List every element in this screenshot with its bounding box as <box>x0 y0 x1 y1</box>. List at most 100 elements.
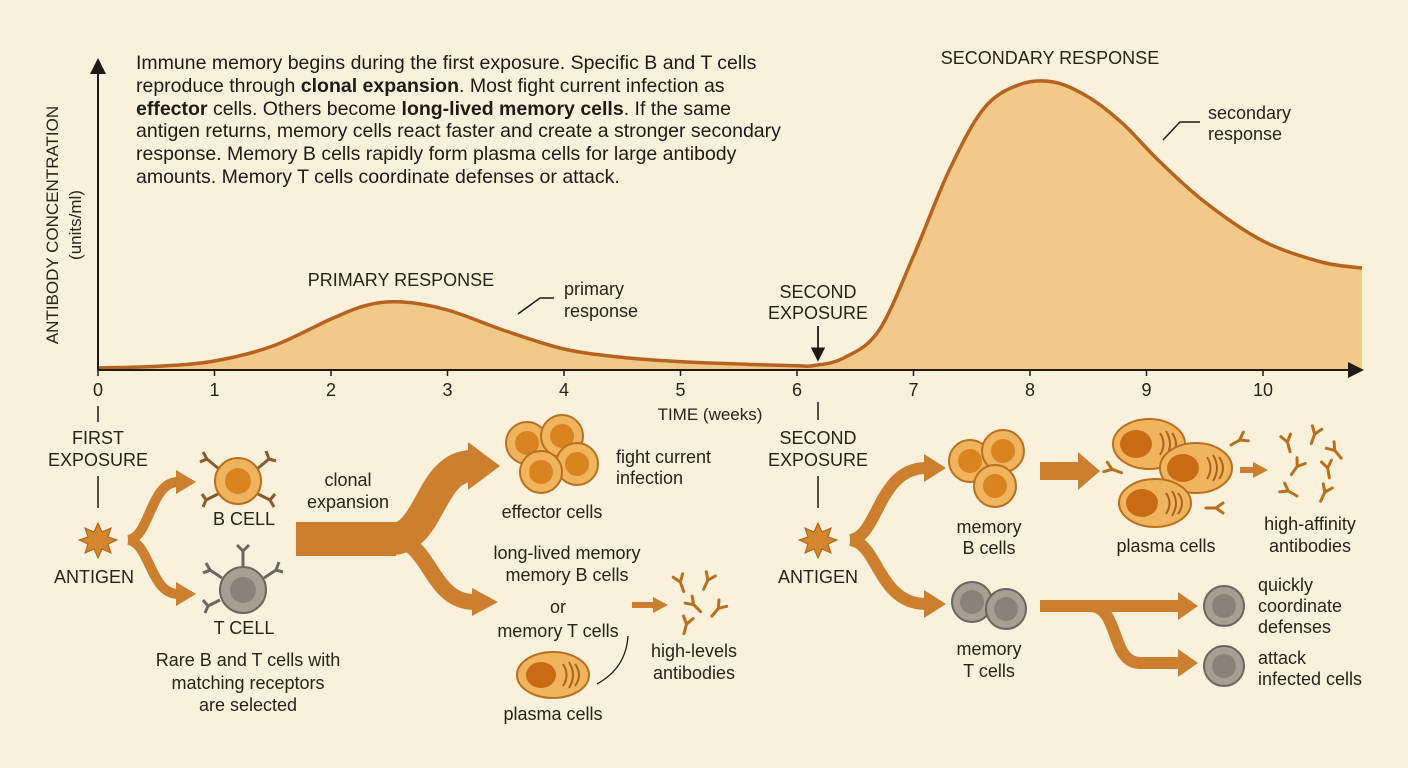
x-axis-label: TIME (weeks) <box>658 405 763 424</box>
plasma-cell-icon <box>516 651 590 699</box>
t-cell-icon <box>201 543 284 614</box>
plasma-connector <box>596 635 629 685</box>
x-tick-label: 10 <box>1253 380 1273 400</box>
t-cell-label: T CELL <box>214 618 275 638</box>
memory-t-label: memory <box>956 639 1021 659</box>
x-tick-label: 7 <box>908 380 918 400</box>
secondary-response-title: SECONDARY RESPONSE <box>941 48 1159 68</box>
x-tick-label: 6 <box>792 380 802 400</box>
x-tick-label: 3 <box>442 380 452 400</box>
first-exposure-label: FIRST <box>72 428 124 448</box>
memory-cells-label: or <box>550 597 566 617</box>
first-exposure-label: EXPOSURE <box>48 450 148 470</box>
memory-b-label: B cells <box>962 538 1015 558</box>
memory-t-label: T cells <box>963 661 1015 681</box>
coordinate-label: quickly <box>1258 575 1313 595</box>
y-axis-label: ANTIBODY CONCENTRATION <box>43 106 62 344</box>
antigen-icon <box>797 521 839 560</box>
high-affinity-label: high-affinity <box>1264 514 1356 534</box>
arrowhead-icon <box>653 597 668 613</box>
memory-cells-label: memory B cells <box>505 565 628 585</box>
clonal-expansion-label: clonal <box>324 470 371 490</box>
primary-callout-line <box>517 297 554 315</box>
antigen-icon <box>77 521 119 560</box>
secondary-callout-line <box>1162 121 1200 141</box>
response-area <box>98 80 1362 371</box>
primary-flow: FIRST EXPOSURE ANTIGEN B CELL T <box>48 406 737 724</box>
arrowhead-icon <box>1178 592 1198 620</box>
antigen-label: ANTIGEN <box>778 567 858 587</box>
arrowhead-icon <box>924 590 946 618</box>
antigen-label: ANTIGEN <box>54 567 134 587</box>
secondary-flow: SECOND EXPOSURE ANTIGEN memory B cells <box>768 402 1362 689</box>
attack-label: attack <box>1258 648 1307 668</box>
primary-response-title: PRIMARY RESPONSE <box>308 270 494 290</box>
t-cell-split-arrow-icon <box>1088 600 1180 669</box>
arrowhead-icon <box>1253 462 1268 478</box>
high-affinity-antibodies-icon <box>1278 424 1347 505</box>
coordinating-t-cell-icon <box>1203 585 1245 627</box>
x-tick-label: 9 <box>1141 380 1151 400</box>
clonal-expansion-label: expansion <box>307 492 389 512</box>
clonal-expansion-arrow-icon <box>296 522 396 556</box>
primary-callout: primary <box>564 279 624 299</box>
split-arrow-icon <box>126 477 179 545</box>
b-cell-icon <box>199 450 277 508</box>
x-tick-label: 1 <box>209 380 219 400</box>
arrowhead-icon <box>924 454 946 482</box>
attack-label: infected cells <box>1258 669 1362 689</box>
arrowhead-icon <box>468 442 500 490</box>
effector-cells-label: effector cells <box>502 502 603 522</box>
memory-b-label: memory <box>956 517 1021 537</box>
primary-callout: response <box>564 301 638 321</box>
second-exposure-label: SECOND <box>779 428 856 448</box>
response-curve <box>97 79 1363 370</box>
high-affinity-label: antibodies <box>1269 536 1351 556</box>
clonal-expansion-arrow-icon <box>391 531 475 610</box>
split-arrow-icon <box>126 535 179 599</box>
fight-infection-label: fight current <box>616 447 711 467</box>
plasma-cells-label: plasma cells <box>1116 536 1215 556</box>
x-axis-ticks: 0 1 2 3 4 5 6 7 8 9 10 <box>93 370 1273 400</box>
memory-b-cells-icon <box>948 429 1025 508</box>
coordinate-label: defenses <box>1258 617 1331 637</box>
second-exposure-marker-label: SECOND <box>779 282 856 302</box>
plasma-cells-icon <box>1102 418 1250 528</box>
high-antibodies-label: high-levels <box>651 641 737 661</box>
arrowhead-icon <box>472 588 498 616</box>
effector-cells-icon <box>505 414 599 494</box>
secondary-callout: response <box>1208 124 1282 144</box>
attacking-t-cell-icon <box>1203 645 1245 687</box>
split-arrow-icon <box>848 534 927 610</box>
b-cell-label: B CELL <box>213 509 275 529</box>
x-tick-label: 5 <box>675 380 685 400</box>
x-tick-label: 0 <box>93 380 103 400</box>
fight-infection-label: infection <box>616 468 683 488</box>
arrowhead-icon <box>1178 649 1198 677</box>
arrowhead-icon <box>176 470 196 494</box>
arrowhead-icon <box>1078 452 1100 490</box>
x-tick-label: 8 <box>1025 380 1035 400</box>
clonal-expansion-arrow-icon <box>389 450 475 555</box>
high-antibodies-label: antibodies <box>653 663 735 683</box>
memory-cells-label: long-lived memory <box>493 543 640 563</box>
selection-note: are selected <box>199 695 297 715</box>
selection-note: Rare B and T cells with <box>156 650 340 670</box>
arrowhead-icon <box>176 582 196 606</box>
intro-paragraph: Immune memory begins during the first ex… <box>136 52 781 188</box>
coordinate-label: coordinate <box>1258 596 1342 616</box>
split-arrow-icon <box>848 462 927 546</box>
antibodies-icon <box>671 570 729 637</box>
memory-t-cells-icon <box>951 581 1027 630</box>
plasma-arrow-icon <box>1040 462 1080 480</box>
antibody-chart: 0 1 2 3 4 5 6 7 8 9 10 ANTIBODY CONCENTRATION (uni… <box>43 48 1364 424</box>
second-exposure-marker-label: EXPOSURE <box>768 303 868 323</box>
x-tick-label: 4 <box>559 380 569 400</box>
second-exposure-label: EXPOSURE <box>768 450 868 470</box>
y-axis-unit: (units/ml) <box>66 190 85 260</box>
x-tick-label: 2 <box>326 380 336 400</box>
secondary-callout: secondary <box>1208 103 1291 123</box>
plasma-cells-label: plasma cells <box>503 704 602 724</box>
selection-note: matching receptors <box>171 673 324 693</box>
memory-cells-label: memory T cells <box>497 621 618 641</box>
